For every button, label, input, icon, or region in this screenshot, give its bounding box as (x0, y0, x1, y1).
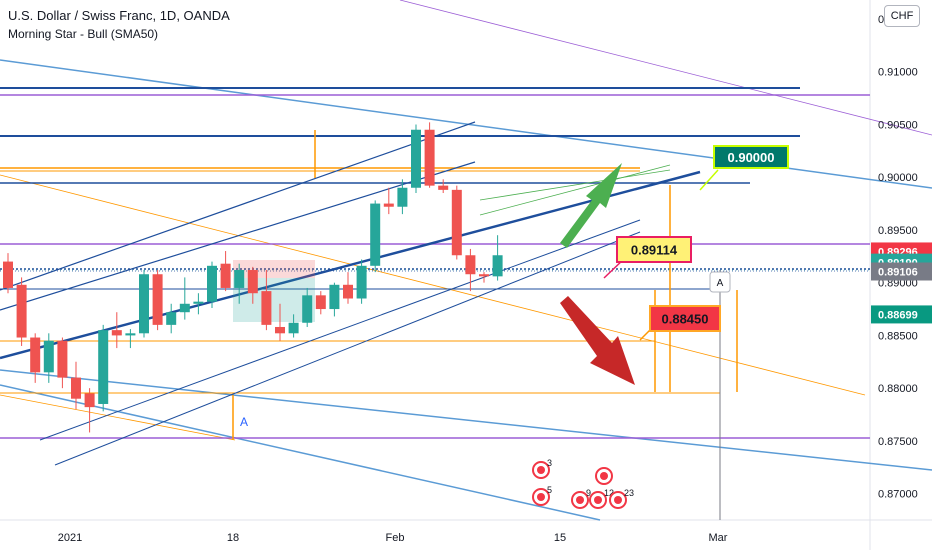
candle-body (179, 303, 190, 313)
time-tick-label: Mar (709, 532, 728, 544)
pattern-box-green (233, 278, 315, 322)
candle-body (451, 189, 462, 256)
price-tick-label: 0.87000 (878, 489, 918, 501)
time-tick-label: 15 (554, 532, 566, 544)
event-count-label: 12 (604, 488, 614, 498)
candle-body (302, 295, 313, 323)
candle-body (84, 393, 95, 408)
alert-marker-box (709, 271, 731, 293)
candle-body (125, 333, 136, 336)
channel-upper-1 (0, 121, 476, 291)
candle-body (411, 129, 421, 188)
event-marker-dot (537, 466, 545, 474)
event-marker-dot (614, 496, 622, 504)
candle-body (3, 261, 13, 288)
price-tag-label: 0.88699 (878, 309, 918, 321)
price-tick-label: 0.91000 (878, 67, 918, 79)
candle-body (166, 312, 177, 325)
candle-body (43, 340, 54, 373)
price-callout-box (616, 236, 692, 263)
red-forecast-arrow (560, 296, 635, 385)
price-callout-box (713, 145, 789, 169)
candle-body (370, 203, 381, 266)
time-tick-label: Feb (386, 532, 405, 544)
candle-body (479, 274, 489, 277)
price-tick-label: 0.90500 (878, 119, 918, 131)
candle-body (247, 270, 258, 294)
event-marker-dot (537, 493, 545, 501)
indicator-label: Morning Star - Bull (SMA50) (8, 27, 159, 41)
price-tag-box (871, 305, 932, 324)
event-marker-dot (576, 496, 584, 504)
event-count-label: 9 (586, 488, 591, 498)
trendline-orange-short (0, 394, 236, 441)
candles-group (3, 122, 503, 433)
price-tick-label: 0.87500 (878, 436, 918, 448)
price-tag-label: 0.89106 (878, 266, 918, 278)
candle-body (30, 337, 41, 373)
candle-body (383, 203, 394, 207)
candle-body (98, 330, 109, 404)
event-count-label: 23 (624, 488, 634, 498)
event-count-label: 5 (547, 485, 552, 495)
candle-body (397, 187, 408, 207)
candle-body (152, 274, 163, 325)
price-tick-label: 0.89500 (878, 225, 918, 237)
callout-pointer-90000 (699, 169, 719, 191)
price-tick-label: 0.88000 (878, 383, 918, 395)
candle-body (71, 377, 81, 399)
forecast-thin-green-2 (479, 164, 671, 216)
trendline-orange-diagonal (0, 174, 866, 396)
price-callout-label: 0.90000 (728, 150, 775, 165)
candle-body (275, 326, 285, 334)
trendline-purple-diagonal (399, 0, 932, 136)
price-tick-label: 0.89000 (878, 278, 918, 290)
alert-marker-letter-2: A (240, 415, 248, 429)
price-callout-box (649, 305, 721, 332)
candle-body (329, 284, 340, 310)
channel-lower-2 (54, 231, 641, 466)
time-tick-label: 2021 (58, 532, 82, 544)
candle-body (234, 270, 245, 288)
candle-body (111, 330, 122, 336)
trendline-descending-bottom (0, 384, 601, 521)
channel-upper-2 (0, 161, 476, 311)
price-tag-box (871, 262, 932, 281)
forecast-thin-green (479, 169, 671, 201)
candle-body (465, 255, 476, 275)
channel-lower-1 (39, 219, 641, 441)
candle-body (356, 265, 367, 299)
candle-body (207, 265, 217, 302)
candle-body (57, 340, 68, 378)
green-forecast-arrow (560, 163, 622, 248)
currency-button[interactable]: CHF (884, 5, 920, 27)
price-callout-label: 0.89114 (631, 243, 678, 258)
candle-body (261, 291, 272, 325)
trendline-descending-lower (0, 369, 932, 471)
event-marker-dot (600, 472, 608, 480)
pattern-box-red (233, 260, 315, 278)
symbol-title: U.S. Dollar / Swiss Franc, 1D, OANDA (8, 8, 230, 23)
candle-body (315, 295, 326, 310)
candle-body (193, 301, 204, 304)
price-callout-label: 0.88450 (662, 312, 709, 327)
price-tick-label: 0.90000 (878, 172, 918, 184)
candle-body (220, 263, 231, 288)
candle-body (492, 255, 503, 277)
time-tick-label: 18 (227, 532, 239, 544)
candle-body (139, 274, 149, 334)
candle-body (424, 129, 435, 186)
candle-body (288, 322, 299, 334)
candle-body (343, 284, 353, 299)
alert-marker-letter: A (717, 278, 724, 289)
event-marker-dot (594, 496, 602, 504)
price-tick-label: 0.88500 (878, 330, 918, 342)
candle-body (16, 284, 27, 338)
candle-body (438, 185, 449, 190)
event-count-label: 3 (547, 458, 552, 468)
